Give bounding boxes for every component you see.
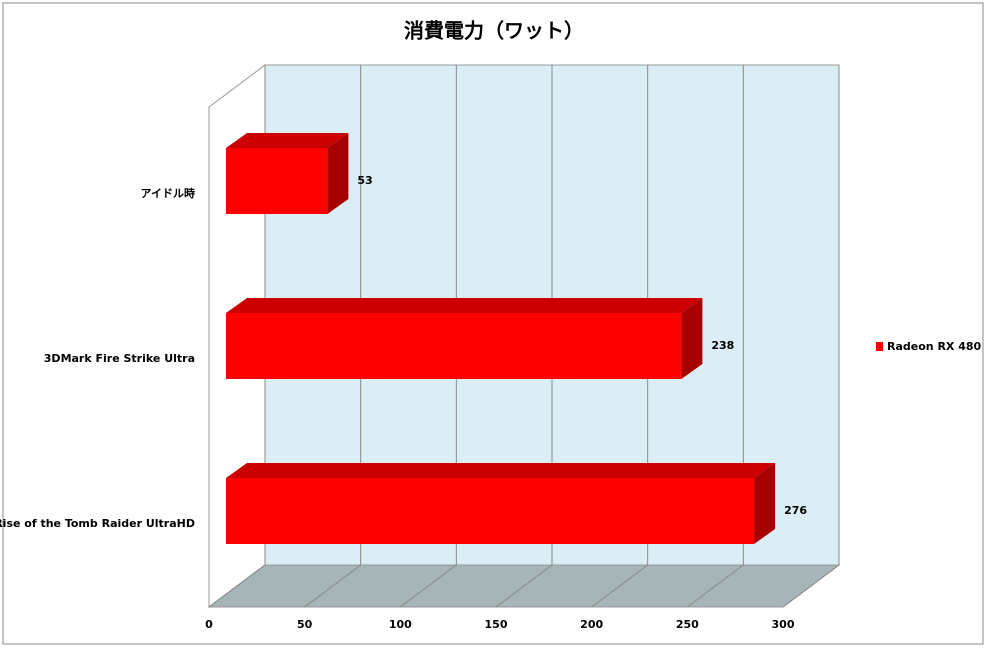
x-tick-label: 100 bbox=[389, 618, 412, 631]
floor-grid-line bbox=[687, 564, 744, 608]
x-tick-label: 300 bbox=[772, 618, 795, 631]
x-tick-label: 200 bbox=[580, 618, 603, 631]
legend-swatch bbox=[876, 342, 883, 351]
floor-grid-line bbox=[495, 564, 553, 608]
floor-grid-line bbox=[304, 564, 361, 608]
bar bbox=[226, 148, 328, 214]
value-label: 53 bbox=[357, 174, 372, 187]
floor-grid-line bbox=[782, 564, 840, 608]
floor-grid-line bbox=[208, 564, 266, 608]
x-tick-label: 50 bbox=[297, 618, 313, 631]
bar bbox=[226, 313, 682, 379]
value-label: 276 bbox=[784, 504, 807, 517]
y-tick-label: Rise of the Tomb Raider UltraHD bbox=[0, 517, 195, 530]
x-tick-label: 250 bbox=[676, 618, 699, 631]
bar bbox=[226, 478, 755, 544]
x-tick-label: 0 bbox=[205, 618, 213, 631]
bar-top bbox=[226, 463, 776, 478]
floor-grid-line bbox=[591, 564, 648, 608]
legend-label: Radeon RX 480 bbox=[887, 340, 982, 353]
floor-grid-line bbox=[400, 564, 457, 608]
x-tick-label: 150 bbox=[485, 618, 508, 631]
y-tick-label: アイドル時 bbox=[141, 186, 195, 200]
value-label: 238 bbox=[711, 339, 734, 352]
bar-side bbox=[681, 298, 703, 379]
y-tick-label: 3DMark Fire Strike Ultra bbox=[44, 352, 195, 365]
bar-top bbox=[226, 298, 703, 313]
bar-side bbox=[754, 463, 776, 544]
bar-side bbox=[327, 133, 349, 214]
chart-title: 消費電力（ワット） bbox=[404, 19, 584, 43]
bar-top bbox=[226, 133, 349, 148]
